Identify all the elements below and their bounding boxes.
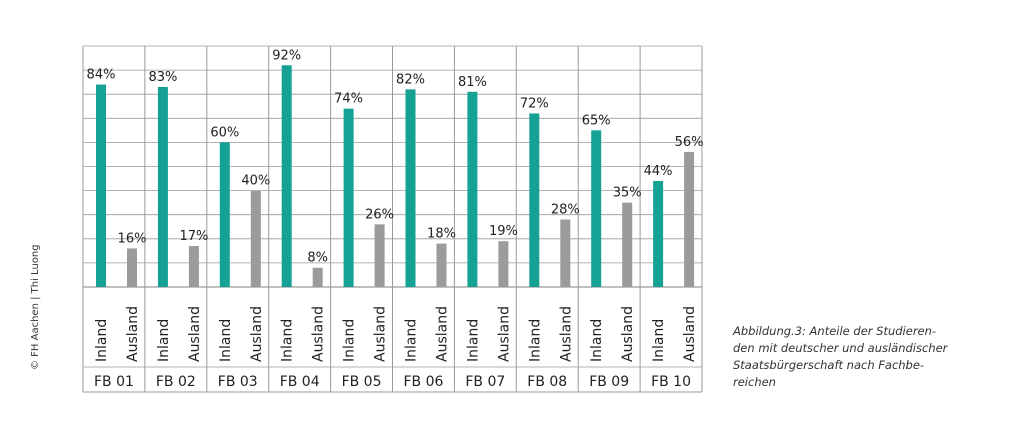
sub-category-label: Inland <box>280 319 296 362</box>
sub-category-label: Inland <box>651 319 667 362</box>
data-label: 81% <box>458 75 487 90</box>
sub-category-label: Ausland <box>249 306 265 362</box>
data-label: 35% <box>613 186 642 201</box>
data-label: 84% <box>87 68 116 83</box>
sub-category-label: Ausland <box>125 306 141 362</box>
data-label: 92% <box>272 48 301 63</box>
sub-category-label: Ausland <box>435 306 451 362</box>
sub-category-label: Ausland <box>496 306 512 362</box>
category-label: FB 04 <box>280 374 320 390</box>
bar-inland <box>157 86 168 287</box>
bar-inland <box>405 89 416 287</box>
sub-category-label: Ausland <box>558 306 574 362</box>
data-label: 83% <box>148 70 177 85</box>
category-label: FB 07 <box>465 374 505 390</box>
sub-category-label: Ausland <box>682 306 698 362</box>
bar-inland <box>591 130 602 287</box>
category-label: FB 08 <box>527 374 567 390</box>
data-label: 19% <box>489 224 518 239</box>
sub-category-label: Ausland <box>373 306 389 362</box>
bar-inland <box>653 180 664 287</box>
data-label: 26% <box>365 207 394 222</box>
data-label: 17% <box>179 229 208 244</box>
bar-inland <box>343 108 354 287</box>
bar-ausland <box>127 248 137 287</box>
caption-line: reichen <box>733 375 776 389</box>
data-label: 82% <box>396 72 425 87</box>
bar-ausland <box>498 241 509 287</box>
caption-line: den mit deutscher und ausländischer <box>733 341 948 355</box>
data-label: 40% <box>241 174 270 189</box>
category-label: FB 09 <box>589 374 629 390</box>
sub-category-label: Inland <box>527 319 543 362</box>
bar-ausland <box>684 152 695 287</box>
bar-ausland <box>560 219 571 287</box>
bar-inland <box>96 84 106 287</box>
category-label: FB 06 <box>403 374 443 390</box>
bar-ausland <box>312 267 323 287</box>
category-label: FB 05 <box>342 374 382 390</box>
sub-category-label: Inland <box>218 319 234 362</box>
bar-inland <box>529 113 540 287</box>
category-label: FB 02 <box>156 374 196 390</box>
category-label: FB 10 <box>651 374 691 390</box>
bar-inland <box>219 142 230 287</box>
sub-category-label: Inland <box>94 319 110 362</box>
data-label: 8% <box>307 251 328 266</box>
bar-ausland <box>436 243 447 287</box>
sub-category-label: Inland <box>589 319 605 362</box>
data-label: 44% <box>644 164 673 179</box>
category-label: FB 01 <box>94 374 134 390</box>
figure-caption: Abbildung.3: Anteile der Studieren- den … <box>733 323 993 391</box>
data-label: 16% <box>118 231 147 246</box>
data-label: 56% <box>675 135 704 150</box>
data-label: 18% <box>427 227 456 242</box>
data-label: 65% <box>582 113 611 128</box>
bar-ausland <box>188 246 199 287</box>
caption-line: Staatsbürgerschaft nach Fachbe- <box>733 358 925 372</box>
sub-category-label: Ausland <box>311 306 327 362</box>
data-label: 72% <box>520 96 549 111</box>
sub-category-label: Inland <box>404 319 420 362</box>
bar-inland <box>467 91 478 287</box>
bar-ausland <box>374 224 385 287</box>
sub-category-label: Ausland <box>187 306 203 362</box>
bar-ausland <box>622 202 633 287</box>
caption-line: Abbildung.3: Anteile der Studieren- <box>733 324 937 338</box>
sub-category-label: Inland <box>342 319 358 362</box>
sub-category-label: Inland <box>465 319 481 362</box>
data-label: 28% <box>551 203 580 218</box>
data-label: 74% <box>334 92 363 107</box>
sub-category-label: Ausland <box>620 306 636 362</box>
category-label: FB 03 <box>218 374 258 390</box>
sub-category-label: Inland <box>156 319 172 362</box>
copyright-notice: © FH Aachen | Thi Luong <box>30 244 41 370</box>
data-label: 60% <box>210 125 239 140</box>
bar-inland <box>281 65 292 287</box>
bar-ausland <box>250 190 261 287</box>
